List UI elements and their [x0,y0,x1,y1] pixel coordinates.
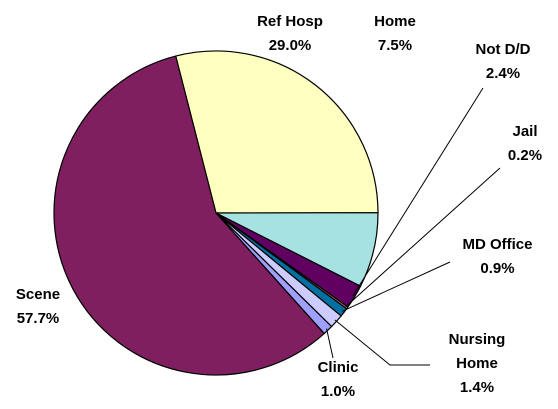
category-label: Ref Hosp [257,13,323,30]
category-label: Scene [15,286,61,303]
slice-label: Ref Hosp 29.0% [245,10,335,58]
value-label: 0.9% [480,260,515,277]
value-label: 2.4% [485,65,521,82]
slice-label: MD Office 0.9% [440,233,555,281]
value-label: 0.2% [507,147,543,164]
leader-line [334,319,430,366]
slice-label: Jail 0.2% [495,120,555,168]
category-label: Clinic [317,359,359,376]
slice-label: Not D/D 2.4% [460,38,546,86]
category-label: Nursing Home [448,331,506,372]
pie-slice [53,55,326,376]
value-label: 29.0% [268,37,312,54]
category-label: Not D/D [475,41,531,58]
category-label: Home [374,13,416,30]
category-label: MD Office [462,236,533,253]
slice-label: Scene 57.7% [0,283,76,331]
pie-slice [174,50,379,214]
value-label: 1.4% [459,379,495,396]
value-label: 57.7% [16,310,60,327]
leader-line [345,167,501,308]
slice-label: Nursing Home 1.4% [432,328,522,400]
category-label: Jail [512,123,538,140]
slice-label: Home 7.5% [355,10,435,58]
leader-line [352,87,484,297]
value-label: 1.0% [320,383,356,400]
leader-line [342,261,451,312]
slice-label: Clinic 1.0% [300,356,376,404]
leader-line [326,328,334,359]
value-label: 7.5% [377,37,413,54]
